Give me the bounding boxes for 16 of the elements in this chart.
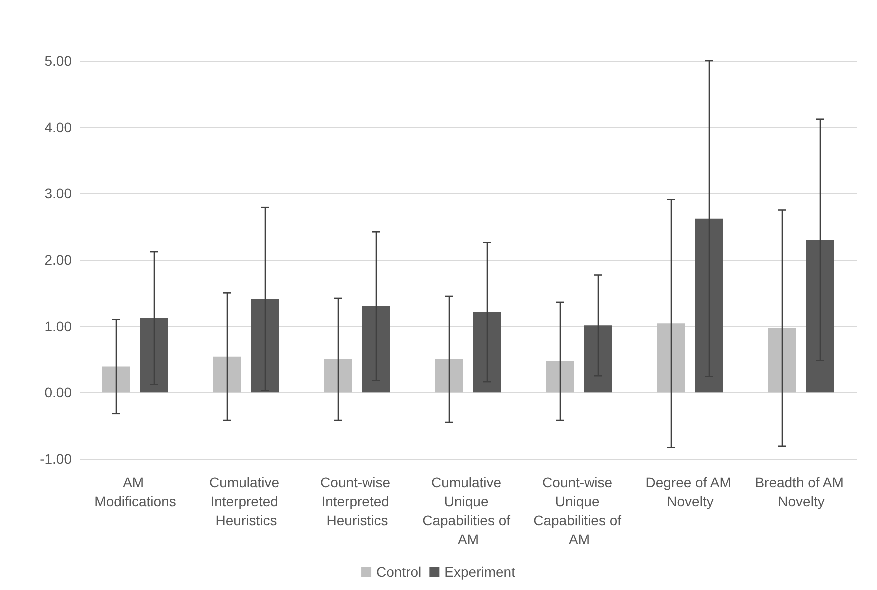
y-tick-label: 5.00 [44, 53, 72, 69]
x-tick-label: Degree of AM Novelty [646, 474, 736, 510]
y-tick-label: 4.00 [44, 119, 72, 136]
y-tick-label: -1.00 [40, 451, 72, 467]
x-tick-label: Cumulative Unique Capabilities of AM [422, 474, 514, 548]
x-tick-label: Count-wise Interpreted Heuristics [320, 474, 394, 528]
y-tick-label: 2.00 [44, 252, 72, 268]
y-tick-label: 0.00 [44, 384, 72, 401]
y-tick-label: 3.00 [44, 186, 72, 202]
legend-label: Control [376, 564, 422, 580]
x-tick-label: AM Modifications [94, 474, 176, 510]
legend-label: Experiment [444, 564, 516, 580]
x-tick-label: Breadth of AM Novelty [755, 474, 848, 510]
y-tick-label: 1.00 [44, 318, 72, 334]
x-tick-label: Count-wise Unique Capabilities of AM [534, 474, 626, 548]
x-tick-label: Cumulative Interpreted Heuristics [210, 474, 284, 528]
